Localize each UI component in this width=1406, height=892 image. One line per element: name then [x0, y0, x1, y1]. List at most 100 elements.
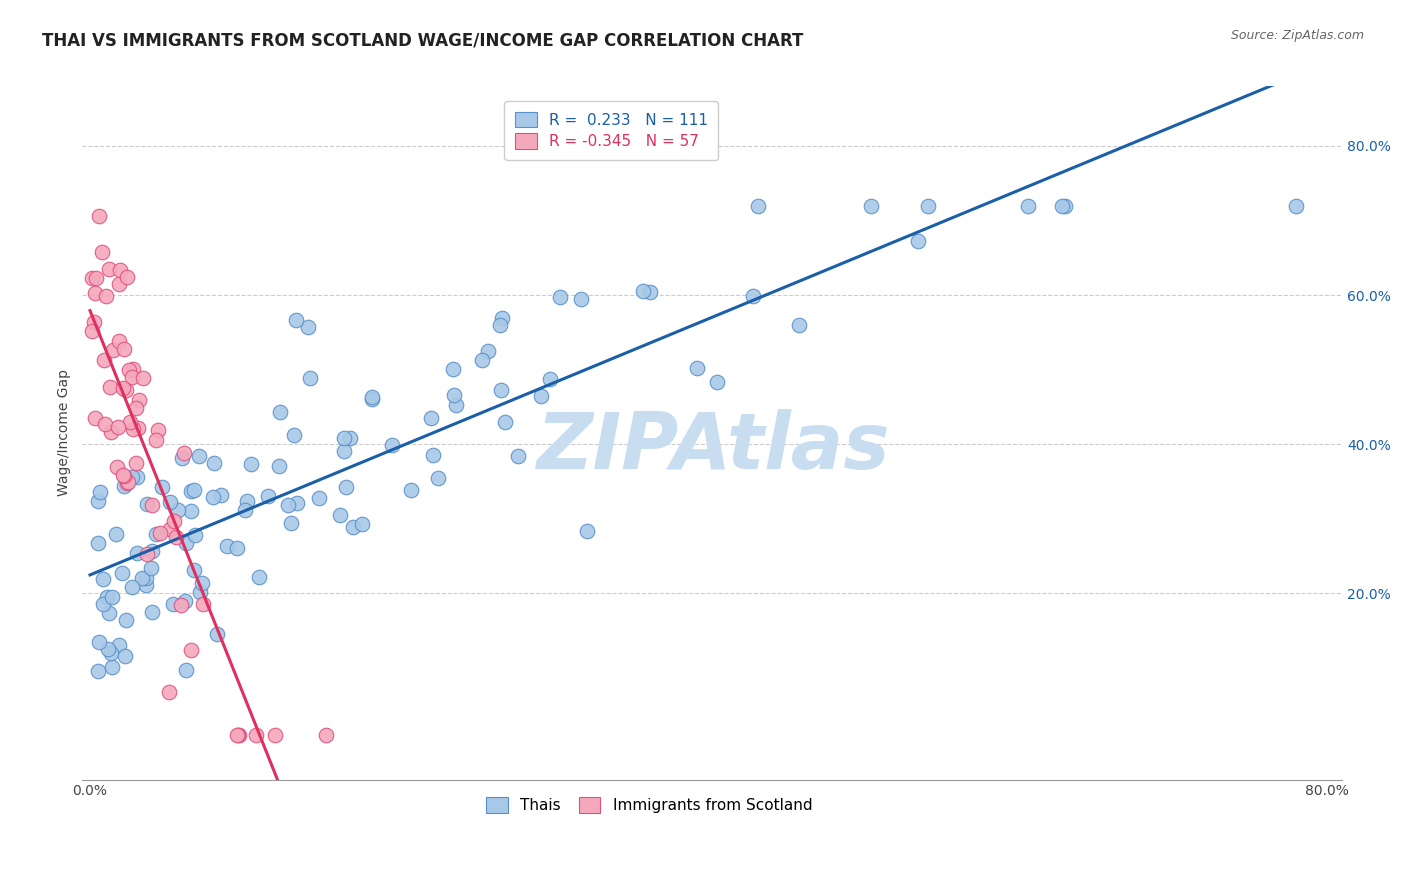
Text: THAI VS IMMIGRANTS FROM SCOTLAND WAGE/INCOME GAP CORRELATION CHART: THAI VS IMMIGRANTS FROM SCOTLAND WAGE/IN…	[42, 31, 804, 49]
Point	[269, 459, 291, 474]
Point	[284, 312, 307, 326]
Point	[83, 410, 105, 425]
Point	[94, 417, 117, 432]
Point	[141, 498, 163, 512]
Point	[329, 508, 352, 522]
Point	[169, 598, 191, 612]
Point	[188, 449, 211, 463]
Point	[569, 292, 592, 306]
Point	[350, 516, 373, 531]
Legend: Thais, Immigrants from Scotland: Thais, Immigrants from Scotland	[475, 787, 823, 824]
Point	[747, 199, 769, 213]
Point	[506, 449, 529, 463]
Point	[162, 514, 184, 528]
Point	[491, 311, 513, 326]
Point	[917, 199, 939, 213]
Point	[87, 535, 110, 549]
Point	[80, 324, 103, 338]
Point	[471, 353, 494, 368]
Point	[135, 578, 157, 592]
Point	[118, 363, 141, 377]
Point	[477, 344, 499, 359]
Point	[441, 361, 464, 376]
Point	[332, 430, 354, 444]
Point	[165, 529, 187, 543]
Point	[174, 536, 197, 550]
Point	[141, 606, 163, 620]
Point	[209, 488, 232, 502]
Point	[159, 523, 181, 537]
Point	[157, 685, 180, 699]
Point	[283, 428, 305, 442]
Point	[174, 664, 197, 678]
Point	[150, 479, 173, 493]
Point	[180, 643, 202, 657]
Point	[87, 209, 110, 223]
Point	[103, 343, 125, 357]
Point	[114, 383, 136, 397]
Point	[299, 371, 322, 385]
Point	[107, 334, 129, 349]
Point	[170, 450, 193, 465]
Point	[98, 380, 121, 394]
Point	[167, 503, 190, 517]
Y-axis label: Wage/Income Gap: Wage/Income Gap	[58, 369, 72, 497]
Point	[115, 475, 138, 490]
Point	[96, 591, 118, 605]
Point	[115, 613, 138, 627]
Point	[125, 456, 148, 470]
Point	[233, 502, 256, 516]
Point	[308, 491, 330, 505]
Point	[257, 489, 280, 503]
Point	[149, 525, 172, 540]
Point	[226, 541, 249, 555]
Point	[297, 319, 319, 334]
Point	[638, 285, 661, 299]
Point	[112, 479, 135, 493]
Point	[101, 590, 124, 604]
Point	[98, 261, 121, 276]
Point	[530, 389, 553, 403]
Point	[191, 598, 214, 612]
Point	[335, 480, 357, 494]
Point	[80, 271, 103, 285]
Point	[100, 646, 122, 660]
Point	[120, 415, 142, 429]
Point	[228, 728, 250, 742]
Point	[789, 318, 811, 332]
Point	[202, 456, 225, 470]
Point	[100, 659, 122, 673]
Point	[686, 360, 709, 375]
Point	[381, 438, 404, 452]
Point	[205, 627, 228, 641]
Point	[135, 497, 157, 511]
Point	[127, 470, 149, 484]
Point	[135, 547, 157, 561]
Point	[315, 728, 337, 742]
Point	[114, 649, 136, 664]
Point	[83, 315, 105, 329]
Point	[121, 370, 143, 384]
Point	[128, 392, 150, 407]
Point	[215, 540, 238, 554]
Point	[426, 471, 449, 485]
Point	[225, 728, 247, 742]
Point	[489, 318, 512, 332]
Point	[108, 277, 131, 291]
Point	[333, 444, 356, 458]
Point	[339, 431, 361, 445]
Point	[264, 728, 287, 742]
Point	[105, 460, 128, 475]
Point	[89, 484, 111, 499]
Point	[162, 597, 184, 611]
Point	[131, 571, 153, 585]
Point	[360, 390, 382, 404]
Point	[228, 728, 250, 742]
Point	[84, 271, 107, 285]
Point	[489, 383, 512, 397]
Point	[117, 270, 139, 285]
Point	[107, 420, 129, 434]
Point	[859, 199, 882, 213]
Point	[141, 544, 163, 558]
Point	[145, 526, 167, 541]
